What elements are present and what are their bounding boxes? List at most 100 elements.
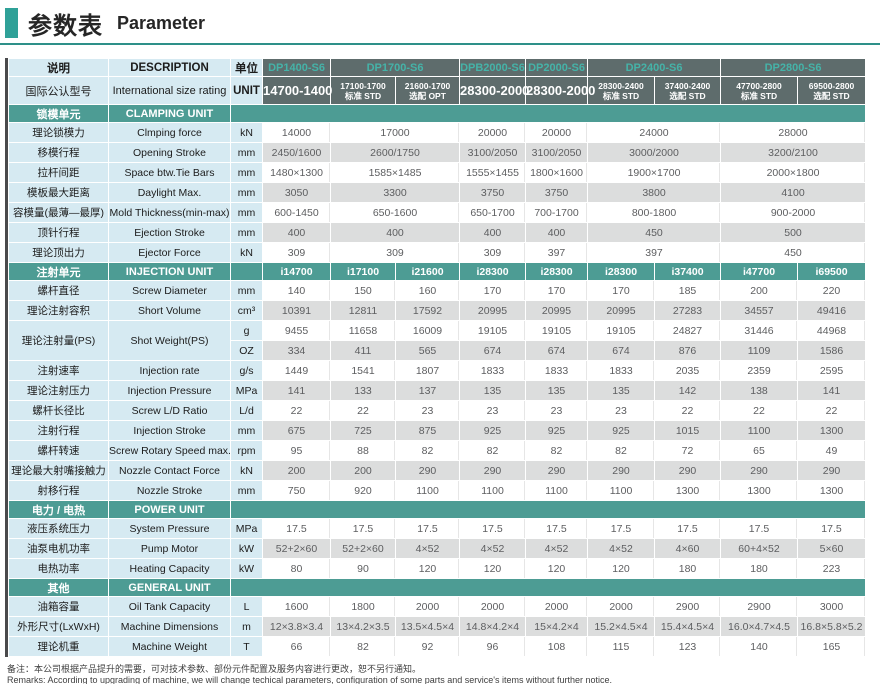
value-cell: 1833 [588,361,654,380]
spec-name-en: Nozzle Contact Force [109,461,230,480]
table-row: 注射速率 Injection rate g/s 1449 1541 1807 1833 183… [9,361,865,380]
spec-name-zh: 理论注射容积 [9,301,108,320]
rating-value: 17100-1700 [340,80,386,91]
spec-name-en: Screw L/D Ratio [109,401,230,420]
spec-name-en: System Pressure [109,519,230,538]
spec-name-zh: 油箱容量 [9,597,108,616]
table-row: 拉杆间距 Space btw.Tie Bars mm 1480×1300 1585×14… [9,163,865,182]
header-unit-zh: 单位 [231,59,262,76]
value-cell: 120 [460,559,525,578]
value-cell: 88 [331,441,395,460]
title-bar: 参数表 Parameter [0,0,880,40]
value-cell: 3100/2050 [526,143,587,162]
value-cell: 120 [588,559,654,578]
spec-name-en: Clmping force [109,123,230,142]
spec-name-en: Machine Dimensions [109,617,230,636]
spec-name-zh: 容模量(最薄—最厚) [9,203,108,222]
value-cell: 92 [396,637,459,656]
value-cell: 52+2×60 [263,539,330,558]
value-cell: 170 [460,281,525,300]
value-cell: 334 [263,341,330,360]
section-title-en: POWER UNIT [109,501,230,518]
table-row: 螺杆转速 Screw Rotary Speed max. rpm 95 88 82 82 82… [9,441,865,460]
value-cell: 120 [526,559,587,578]
table-row: 注射行程 Injection Stroke mm 675 725 875 925 925 925… [9,421,865,440]
value-cell: 120 [396,559,459,578]
value-cell: 31446 [721,321,797,340]
page-title-zh: 参数表 [28,12,103,40]
value-cell: 24827 [655,321,720,340]
remarks-zh: 备注：本公司根据产品提升的需要，可对技术参数、部份元件配置及服务内容进行更改，恕… [7,664,422,674]
injection-code-cell: i17100 [331,263,395,280]
value-cell: 2000 [526,597,587,616]
value-cell: 60+4×52 [721,539,797,558]
value-cell: 2000 [588,597,654,616]
section-header-row: 电力 / 电热 POWER UNIT [9,501,865,518]
value-cell: 650-1700 [460,203,525,222]
value-cell: 14000 [263,123,330,142]
value-cell: 185 [655,281,720,300]
rating-value: 47700-2800 [736,80,782,91]
value-cell: 133 [331,381,395,400]
section-title-en: INJECTION UNIT [109,263,230,280]
value-cell: 200 [263,461,330,480]
value-cell: 17592 [396,301,459,320]
value-cell: 170 [588,281,654,300]
rating-variant: 标准 STD [602,90,640,101]
value-cell: 15.4×4.5×4 [655,617,720,636]
value-cell: 400 [331,223,459,242]
table-row: 理论锁模力 Clmping force kN 14000 17000 20000 20000… [9,123,865,142]
value-cell: 52+2×60 [331,539,395,558]
section-spacer [231,105,865,122]
value-cell: 4×52 [396,539,459,558]
table-row: 模板最大距离 Daylight Max. mm 3050 3300 3750 3750 380… [9,183,865,202]
value-cell: 72 [655,441,720,460]
value-cell: 2600/1750 [331,143,459,162]
parameter-table: 说明 DESCRIPTION 单位 DP1400-S6 DP1700-S6 DPB2000… [8,58,866,657]
value-cell: 565 [396,341,459,360]
value-cell: 400 [263,223,330,242]
unit-cell: mm [231,421,262,440]
spec-name-zh: 注射速率 [9,361,108,380]
value-cell: 1555×1455 [460,163,525,182]
spec-name-en: Machine Weight [109,637,230,656]
spec-name-zh: 模板最大距离 [9,183,108,202]
table-header-row: 说明 DESCRIPTION 单位 DP1400-S6 DP1700-S6 DPB2000… [9,59,865,76]
value-cell: 4100 [721,183,865,202]
value-cell: 1480×1300 [263,163,330,182]
spec-name-en: Ejection Stroke [109,223,230,242]
value-cell: 725 [331,421,395,440]
value-cell: 123 [655,637,720,656]
table-row: 螺杆长径比 Screw L/D Ratio L/d 22 22 23 23 23 23 22 22 2… [9,401,865,420]
value-cell: 23 [526,401,587,420]
value-cell: 3000 [798,597,865,616]
value-cell: 17.5 [460,519,525,538]
value-cell: 12811 [331,301,395,320]
value-cell: 750 [263,481,330,500]
injection-code-cell: i21600 [396,263,459,280]
value-cell: 875 [396,421,459,440]
spec-name-zh: 理论锁模力 [9,123,108,142]
rating-value: 37400-2400 [664,80,711,91]
parameter-table-wrap: 说明 DESCRIPTION 单位 DP1400-S6 DP1700-S6 DPB2000… [5,58,872,657]
table-row: 油箱容量 Oil Tank Capacity L 1600 1800 2000 2000 20… [9,597,865,616]
value-cell: 17000 [331,123,459,142]
unit-cell: mm [231,163,262,182]
value-cell: 290 [460,461,525,480]
value-cell: 14.8×4.2×4 [460,617,525,636]
value-cell: 22 [263,401,330,420]
table-row: 液压系统压力 System Pressure MPa 17.5 17.5 17.5 17.5… [9,519,865,538]
value-cell: 16.0×4.7×4.5 [721,617,797,636]
value-cell: 82 [396,441,459,460]
injection-code-cell: i69500 [798,263,865,280]
value-cell: 1300 [655,481,720,500]
spec-name-en: Daylight Max. [109,183,230,202]
rating-cell: 21600-1700 选配 OPT [396,77,459,104]
value-cell: 290 [396,461,459,480]
value-cell: 22 [655,401,720,420]
value-cell: 15.2×4.5×4 [588,617,654,636]
injection-code-cell: i14700 [263,263,330,280]
rating-variant: 选配 STD [669,90,706,101]
injection-code-cell: i28300 [588,263,654,280]
